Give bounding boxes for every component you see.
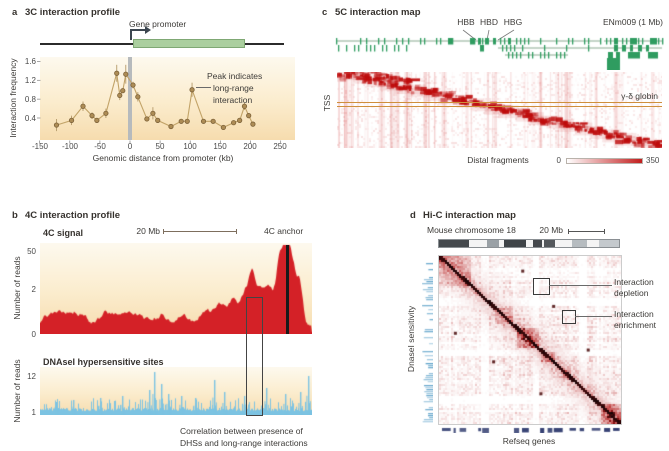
a-xtick: 100 [183,142,197,151]
a-xtick: 150 [213,142,227,151]
c-gene-label-hbb: HBB [457,17,475,27]
c-globin-line-bottom [337,106,662,108]
panel-c-title: 5C interaction map [335,7,421,18]
c-xlabel: Distal fragments [467,155,529,165]
a-xtick: 200 [243,142,257,151]
4c-anchor-bar [286,245,289,334]
a-annotation-line2: long-range [213,83,254,93]
c-ylabel-tss: TSS [322,94,332,112]
a-ytick: 1.2 [24,76,36,85]
a-xtick: 0 [127,142,133,151]
ideogram-band [526,240,533,247]
panel-d-label: d [410,210,416,221]
gene-body-rect [133,38,245,48]
a-ytick: 1.6 [24,57,36,66]
a-xtick: -100 [61,142,78,151]
ideogram-band [541,240,544,247]
a-xtick: 250 [273,142,287,151]
promoter-arrow-stem [130,29,132,40]
c-region-label: ENm009 (1 Mb) [603,17,663,27]
d-chromosome-label: Mouse chromosome 18 [427,225,516,235]
c-gene-track-canvas [332,36,664,70]
a-xtick: 50 [155,142,165,151]
panel-d-title: Hi-C interaction map [423,210,516,221]
b-caption-line2: DHSs and long-range interactions [180,438,308,448]
a-xtick: -150 [31,142,48,151]
d-enrichment-label: Interaction enrichment [614,309,657,330]
promoter-arrow-shaft [130,29,146,31]
3c-plot-svg [37,61,282,144]
c-globin-line-top [337,101,662,103]
d-dnase-barcode-canvas [422,255,433,423]
b-scalebar-tick-left [163,229,164,234]
d-scalebar-tick-right [604,229,605,234]
ideogram-band [543,240,556,247]
c-gene-label-hbd: HBD [480,17,498,27]
a-xlabel: Genomic distance from promoter (kb) [92,153,234,163]
b-dhs-title: DNAseI hypersensitive sites [43,357,164,367]
ideogram-band [468,240,487,247]
b-scalebar-line [163,231,237,232]
panel-b-label: b [12,210,18,221]
5c-heatmap-canvas [337,72,662,148]
b-dhs-ytick: 12 [27,372,36,381]
d-depletion-label: Interaction depletion [614,277,654,298]
ideogram-band [555,240,572,247]
d-depletion-connector [549,285,612,286]
panel-b-title: 4C interaction profile [25,210,121,221]
d-scalebar-label: 20 Mb [539,225,563,235]
b-signal-ytick: 2 [31,285,36,294]
ideogram-band [486,240,500,247]
d-xlabel-refseq: Refseq genes [502,436,556,446]
c-scale-max: 350 [646,156,660,165]
d-ylabel-dnase: DnaseI sensitivity [406,305,416,373]
a-annotation-connector [196,87,211,88]
4c-signal-canvas [40,243,312,334]
b-correlation-rect [246,297,263,416]
promoter-position-bar [128,57,132,140]
c-gene-label-hbg: HBG [503,17,523,27]
a-ytick: 0.4 [24,113,36,123]
ideogram-band [439,240,469,247]
promoter-arrow-head-icon [145,26,151,34]
a-annotation-line1: Peak indicates [207,71,263,81]
d-chromosome-ideogram [438,239,620,248]
d-enrichment-connector [575,316,612,317]
d-scalebar-line [568,231,605,232]
dhs-canvas [40,367,312,415]
panel-a-label: a [12,7,18,18]
ideogram-band [532,240,542,247]
ideogram-band [598,240,619,247]
d-refseq-canvas [438,426,620,433]
b-anchor-label: 4C anchor [264,226,304,236]
b-signal-ytick: 50 [27,247,36,256]
d-enrichment-square [562,310,576,324]
ideogram-band [586,240,599,247]
d-scalebar-tick-left [568,229,569,234]
b-caption-line1: Correlation between presence of [180,426,303,436]
b-signal-title: 4C signal [43,228,84,238]
ideogram-band [503,240,527,247]
b-scalebar-label: 20 Mb [136,226,160,236]
b-dhs-ytick: 1 [31,408,36,417]
ideogram-band [571,240,587,247]
a-ytick: 0.8 [24,95,36,104]
c-colorbar [566,157,643,164]
hic-heatmap-canvas [438,255,622,425]
a-xtick: -50 [94,142,106,151]
gene-promoter-label: Gene promoter [129,19,187,29]
panel-c-label: c [322,7,328,18]
b-signal-ytick: 0 [31,330,36,339]
c-globin-label: γ-δ globin [621,91,658,101]
b-scalebar-tick-right [236,229,237,234]
panel-a-title: 3C interaction profile [25,7,121,18]
a-annotation-line3: interaction [213,95,253,105]
ideogram-band [499,240,504,247]
d-depletion-square [533,278,550,295]
c-scale-min: 0 [556,156,561,165]
